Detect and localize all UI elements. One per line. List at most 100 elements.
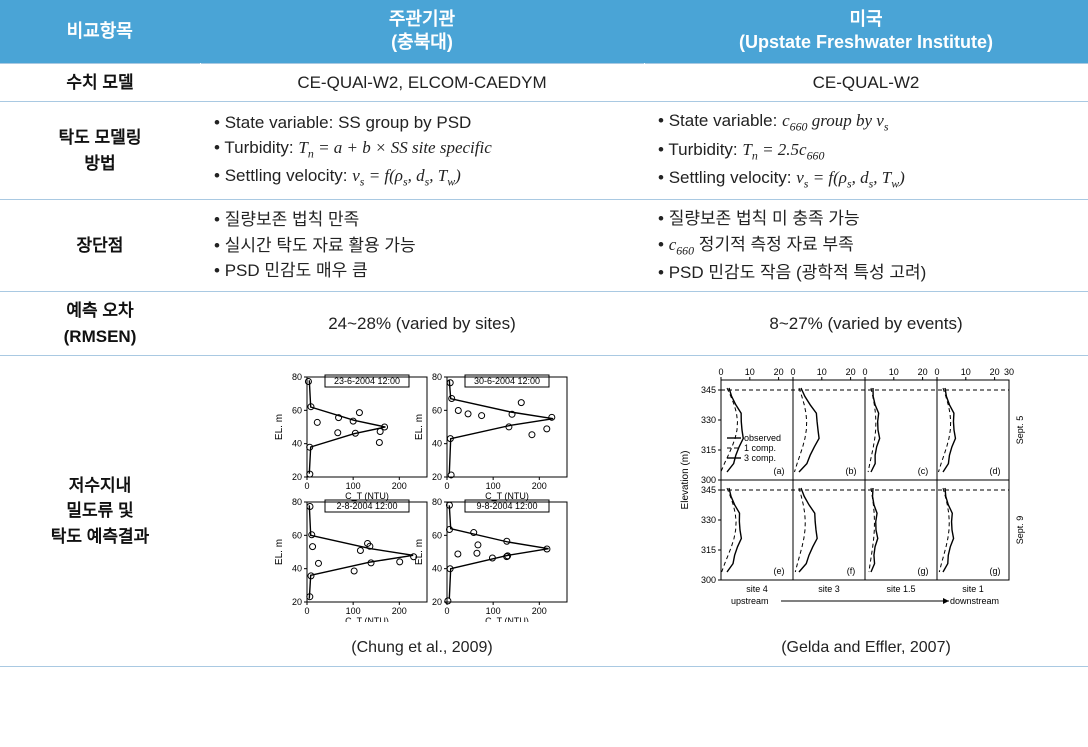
svg-text:330: 330 — [701, 415, 716, 425]
svg-text:20: 20 — [292, 597, 302, 607]
header-col3-l1: 미국 — [849, 9, 882, 29]
svg-text:(c): (c) — [918, 466, 929, 476]
svg-text:200: 200 — [392, 606, 407, 616]
svg-text:300: 300 — [701, 475, 716, 485]
row-method-right: State variable: c660 group by vs Turbidi… — [644, 102, 1088, 200]
svg-text:site 3: site 3 — [818, 584, 840, 594]
proscons-right-b1: 질량보존 법칙 미 충족 가능 — [658, 206, 1074, 232]
svg-text:(b): (b) — [846, 466, 857, 476]
svg-text:345: 345 — [701, 385, 716, 395]
row-proscons-right: 질량보존 법칙 미 충족 가능 c660 정기적 측정 자료 부족 PSD 민감… — [644, 200, 1088, 292]
header-col3-l2: (Upstate Freshwater Institute) — [739, 32, 993, 52]
row-proscons-label: 장단점 — [0, 200, 200, 292]
proscons-left-b3: PSD 민감도 매우 큼 — [214, 258, 630, 284]
svg-text:80: 80 — [292, 372, 302, 382]
row-method-label-l2: 방법 — [84, 154, 115, 173]
svg-text:2-8-2004 12:00: 2-8-2004 12:00 — [336, 501, 397, 511]
svg-text:40: 40 — [432, 439, 442, 449]
method-right-b3-formula: vs = f(ρs, ds, Tw) — [796, 168, 905, 187]
svg-text:60: 60 — [432, 531, 442, 541]
svg-text:Elevation (m): Elevation (m) — [680, 451, 691, 510]
svg-text:40: 40 — [292, 439, 302, 449]
svg-text:EL. m: EL. m — [274, 539, 285, 565]
row-error-left: 24~28% (varied by sites) — [200, 292, 644, 356]
svg-text:80: 80 — [292, 497, 302, 507]
header-col1: 비교항목 — [0, 0, 200, 63]
gelda-chart-svg: 300315330345Sept. 5300315330345Sept. 901… — [676, 362, 1056, 622]
row-model-left: CE-QUAl-W2, ELCOM-CAEDYM — [200, 63, 644, 102]
row-results-l2: 밀도류 및 — [66, 501, 133, 520]
chung-chart: 23-6-2004 12:00204060800100200C_T (NTU)E… — [214, 362, 630, 630]
svg-text:20: 20 — [432, 472, 442, 482]
svg-text:Sept. 5: Sept. 5 — [1015, 416, 1025, 445]
header-col2: 주관기관 (충북대) — [200, 0, 644, 63]
method-left-b1: State variable: SS group by PSD — [214, 110, 630, 136]
svg-text:C_T (NTU): C_T (NTU) — [485, 616, 529, 622]
method-left-b2-formula: Tn = a + b × SS site specific — [298, 138, 491, 157]
svg-text:EL. m: EL. m — [274, 414, 285, 440]
svg-text:20: 20 — [774, 367, 784, 377]
svg-text:EL. m: EL. m — [414, 414, 425, 440]
svg-text:315: 315 — [701, 445, 716, 455]
svg-text:30: 30 — [1004, 367, 1014, 377]
svg-text:200: 200 — [392, 481, 407, 491]
svg-text:0: 0 — [934, 367, 939, 377]
svg-text:100: 100 — [346, 606, 361, 616]
svg-text:100: 100 — [486, 481, 501, 491]
svg-text:40: 40 — [432, 564, 442, 574]
svg-text:80: 80 — [432, 372, 442, 382]
svg-text:0: 0 — [862, 367, 867, 377]
row-method-label: 탁도 모델링 방법 — [0, 102, 200, 200]
svg-text:60: 60 — [292, 531, 302, 541]
row-error-right: 8~27% (varied by events) — [644, 292, 1088, 356]
svg-text:330: 330 — [701, 515, 716, 525]
svg-text:(g): (g) — [918, 566, 929, 576]
row-error: 예측 오차 (RMSEN) 24~28% (varied by sites) 8… — [0, 292, 1088, 356]
row-results-l3: 탁도 예측결과 — [51, 527, 150, 546]
row-results: 저수지내 밀도류 및 탁도 예측결과 23-6-2004 12:00204060… — [0, 356, 1088, 667]
row-model-label: 수치 모델 — [0, 63, 200, 102]
svg-text:80: 80 — [432, 497, 442, 507]
row-model: 수치 모델 CE-QUAl-W2, ELCOM-CAEDYM CE-QUAL-W… — [0, 63, 1088, 102]
header-col3: 미국 (Upstate Freshwater Institute) — [644, 0, 1088, 63]
svg-text:100: 100 — [486, 606, 501, 616]
svg-text:0: 0 — [304, 606, 309, 616]
method-left-b2: Turbidity: Tn = a + b × SS site specific — [214, 135, 630, 163]
method-right-b2-formula: Tn = 2.5c660 — [742, 140, 824, 159]
proscons-right-b2-f: c660 — [669, 235, 694, 254]
svg-text:300: 300 — [701, 575, 716, 585]
method-left-b3: Settling velocity: vs = f(ρs, ds, Tw) — [214, 163, 630, 191]
svg-text:(d): (d) — [990, 466, 1001, 476]
svg-text:23-6-2004 12:00: 23-6-2004 12:00 — [334, 376, 400, 386]
svg-text:30-6-2004 12:00: 30-6-2004 12:00 — [474, 376, 540, 386]
svg-text:Sept. 9: Sept. 9 — [1015, 516, 1025, 545]
svg-text:upstream: upstream — [731, 596, 769, 606]
row-error-label: 예측 오차 (RMSEN) — [0, 292, 200, 356]
svg-text:9-8-2004 12:00: 9-8-2004 12:00 — [476, 501, 537, 511]
row-results-left: 23-6-2004 12:00204060800100200C_T (NTU)E… — [200, 356, 644, 667]
svg-text:10: 10 — [961, 367, 971, 377]
svg-text:(g): (g) — [990, 566, 1001, 576]
svg-text:315: 315 — [701, 545, 716, 555]
svg-text:20: 20 — [918, 367, 928, 377]
svg-text:downstream: downstream — [950, 596, 999, 606]
svg-text:3 comp.: 3 comp. — [744, 453, 776, 463]
header-row: 비교항목 주관기관 (충북대) 미국 (Upstate Freshwater I… — [0, 0, 1088, 63]
proscons-right-b3: PSD 민감도 작음 (광학적 특성 고려) — [658, 260, 1074, 286]
svg-text:20: 20 — [432, 597, 442, 607]
svg-text:0: 0 — [790, 367, 795, 377]
svg-text:(a): (a) — [774, 466, 785, 476]
header-col2-l2: (충북대) — [391, 32, 453, 52]
svg-text:0: 0 — [718, 367, 723, 377]
svg-text:40: 40 — [292, 564, 302, 574]
svg-text:60: 60 — [432, 406, 442, 416]
gelda-chart: 300315330345Sept. 5300315330345Sept. 901… — [658, 362, 1074, 630]
svg-text:0: 0 — [444, 481, 449, 491]
svg-text:(e): (e) — [774, 566, 785, 576]
method-right-b1: State variable: c660 group by vs — [658, 108, 1074, 136]
proscons-left-b1: 질량보존 법칙 만족 — [214, 207, 630, 233]
chung-chart-svg: 23-6-2004 12:00204060800100200C_T (NTU)E… — [272, 362, 572, 622]
svg-text:200: 200 — [532, 481, 547, 491]
svg-text:site 1: site 1 — [962, 584, 984, 594]
row-results-right: 300315330345Sept. 5300315330345Sept. 901… — [644, 356, 1088, 667]
